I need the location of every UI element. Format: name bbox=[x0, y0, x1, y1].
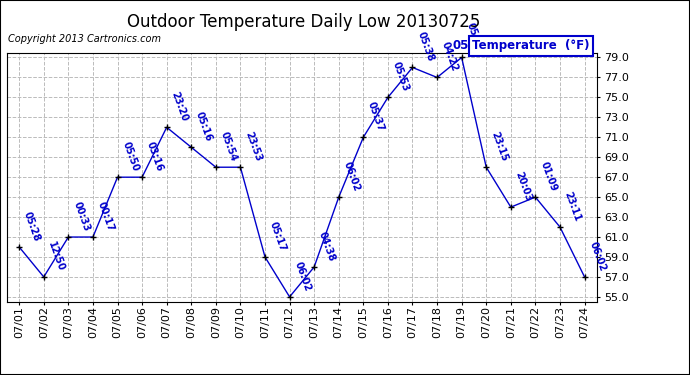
Text: Temperature  (°F): Temperature (°F) bbox=[473, 39, 590, 53]
Text: 05:29: 05:29 bbox=[464, 21, 484, 53]
Text: 05:16: 05:16 bbox=[194, 111, 214, 143]
Text: 05:29: 05:29 bbox=[452, 39, 490, 53]
Text: 20:03: 20:03 bbox=[513, 170, 533, 203]
Text: 23:53: 23:53 bbox=[243, 130, 263, 163]
Text: 06:02: 06:02 bbox=[293, 260, 313, 293]
Text: 01:09: 01:09 bbox=[538, 160, 558, 193]
Text: 06:02: 06:02 bbox=[587, 240, 607, 273]
Text: 23:15: 23:15 bbox=[489, 130, 509, 163]
Text: 05:53: 05:53 bbox=[391, 61, 411, 93]
Text: 05:37: 05:37 bbox=[366, 100, 386, 133]
Text: 00:17: 00:17 bbox=[96, 200, 116, 233]
Text: 12:50: 12:50 bbox=[46, 240, 66, 273]
Text: 00:33: 00:33 bbox=[71, 200, 91, 233]
Text: 23:20: 23:20 bbox=[170, 91, 190, 123]
Text: 05:28: 05:28 bbox=[22, 210, 42, 243]
Text: 05:17: 05:17 bbox=[268, 220, 288, 253]
Text: 05:50: 05:50 bbox=[120, 141, 140, 173]
Text: 05:54: 05:54 bbox=[219, 130, 239, 163]
Text: 03:16: 03:16 bbox=[145, 141, 165, 173]
Text: 06:02: 06:02 bbox=[342, 160, 362, 193]
Text: Copyright 2013 Cartronics.com: Copyright 2013 Cartronics.com bbox=[8, 34, 161, 44]
Text: 05:38: 05:38 bbox=[415, 31, 435, 63]
Text: 04:38: 04:38 bbox=[317, 230, 337, 263]
Text: 04:22: 04:22 bbox=[440, 41, 460, 73]
Text: Outdoor Temperature Daily Low 20130725: Outdoor Temperature Daily Low 20130725 bbox=[127, 13, 480, 31]
Text: 23:11: 23:11 bbox=[563, 190, 583, 223]
